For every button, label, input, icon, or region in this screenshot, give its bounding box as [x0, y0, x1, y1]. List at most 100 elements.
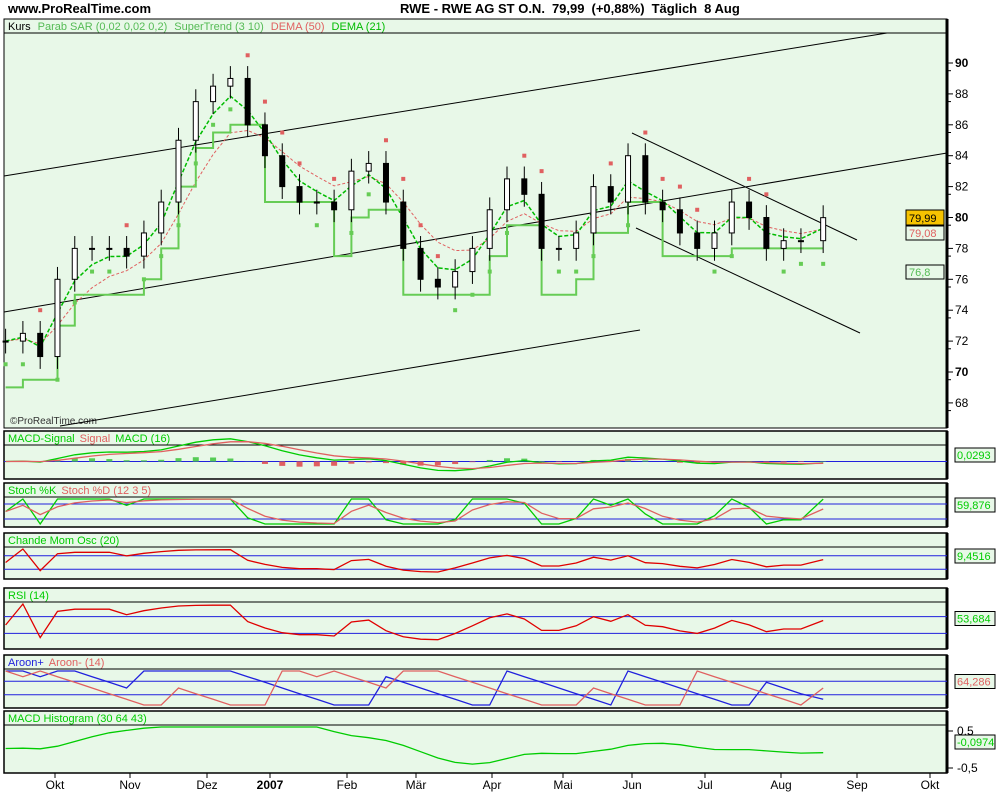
- candle-body: [625, 155, 632, 203]
- candle-body: [89, 247, 96, 250]
- dema50-value: 79,08: [909, 228, 937, 240]
- downtrend-upper-line: [631, 132, 858, 241]
- sar-dot: [211, 122, 216, 127]
- candle: [175, 127, 182, 228]
- last-price-value: 79,99: [909, 213, 937, 225]
- price-tick-label: 76: [955, 272, 969, 286]
- aroon-panel[interactable]: Aroon+ Aroon- (14) 64,286: [3, 654, 996, 709]
- price-change: (+0,88%): [591, 1, 644, 16]
- macd-panel-frame: [3, 430, 948, 480]
- candle-body: [728, 201, 735, 234]
- candle-body: [244, 77, 251, 126]
- downtrend-lower-line: [635, 227, 861, 334]
- date: 8 Aug: [704, 1, 740, 16]
- price-tick-label: 72: [955, 334, 969, 348]
- candle-body: [313, 201, 320, 204]
- candle-body: [210, 85, 217, 103]
- candle: [348, 158, 355, 235]
- aroon-legend-label: Aroon- (14): [49, 657, 105, 669]
- hist-tick-label: -0,5: [957, 761, 978, 775]
- macd-bar: [365, 461, 372, 463]
- rsi-value-box: [954, 611, 996, 626]
- candle-body: [279, 155, 286, 188]
- stoch-panel[interactable]: Stoch %K Stoch %D (12 3 5) 59,876: [3, 482, 996, 528]
- legend-sar: Parab SAR (0,02 0,02 0,2): [38, 21, 168, 33]
- candle-body: [797, 240, 804, 243]
- hist-legend-label: MACD Histogram (30 64 43): [8, 713, 147, 725]
- candle: [711, 220, 718, 274]
- candle-body: [2, 340, 9, 343]
- candle: [607, 161, 614, 215]
- macd-bar: [89, 458, 96, 462]
- macd-bar: [607, 460, 614, 462]
- candle: [227, 66, 234, 112]
- stoch-value: 59,876: [957, 500, 991, 512]
- chande-panel[interactable]: Chande Mom Osc (20) 9,4516: [3, 532, 996, 580]
- macd-panel[interactable]: MACD-Signal Signal MACD (16) 0,0293: [3, 430, 996, 480]
- sar-dot: [574, 269, 579, 274]
- macd-bar: [434, 461, 441, 466]
- stoch-series-line-1: [5, 498, 824, 525]
- sar-dot: [245, 53, 250, 58]
- candle-body: [607, 186, 614, 203]
- candle: [261, 99, 268, 169]
- candle: [538, 169, 545, 261]
- sar-dot: [781, 269, 786, 274]
- sar-dot: [487, 269, 492, 274]
- price-tick-label: 88: [955, 87, 969, 101]
- dema50-value-box: [905, 225, 945, 241]
- price-value-boxes: 76,8 79,08 79,99: [905, 209, 945, 280]
- candle: [504, 166, 511, 235]
- candle: [400, 176, 407, 261]
- chande-legend-label: Chande Mom Osc (20): [8, 535, 119, 547]
- candle-body: [365, 162, 372, 172]
- candle: [37, 308, 44, 369]
- time-tick-label: Okt: [921, 778, 940, 792]
- hist-value: -0,0974: [957, 737, 994, 749]
- candle-body: [296, 186, 303, 203]
- macd-value-box: [954, 447, 996, 463]
- candle-body: [504, 178, 511, 211]
- macd-bar: [400, 461, 407, 465]
- time-tick-label: Jul: [697, 778, 712, 792]
- sar-dot: [505, 230, 510, 235]
- stoch-series-line-0: [5, 498, 824, 526]
- candle-body: [192, 101, 199, 141]
- candle: [2, 328, 9, 367]
- candle-body: [486, 209, 493, 249]
- candle-body: [123, 247, 130, 257]
- sar-dot: [228, 107, 233, 112]
- time-tick-label: Feb: [337, 778, 358, 792]
- macd-bar: [279, 461, 286, 466]
- rsi-panel[interactable]: RSI (14) 53,684: [3, 587, 996, 650]
- candle: [469, 236, 476, 297]
- candle: [417, 223, 424, 292]
- candle: [642, 130, 649, 215]
- macd-bar: [175, 458, 182, 462]
- sar-dot: [262, 99, 267, 104]
- candle: [763, 192, 770, 261]
- sar-dot: [314, 223, 319, 228]
- stoch-value-box: [954, 497, 996, 513]
- candle: [279, 130, 286, 199]
- sar-dot: [297, 161, 302, 166]
- sar-dot: [539, 169, 544, 174]
- price-panel[interactable]: [3, 18, 948, 429]
- price-tick-label: 84: [955, 149, 969, 163]
- macd-bar: [106, 459, 113, 462]
- aroon-value-box: [954, 674, 996, 689]
- hist-panel[interactable]: MACD Histogram (30 64 43)0,5-0,5-0,0974: [3, 710, 996, 775]
- candle: [780, 228, 787, 274]
- sar-dot: [176, 223, 181, 228]
- candle-body: [37, 332, 44, 358]
- legend-dema21: DEMA (21): [332, 21, 386, 33]
- candle: [625, 143, 632, 228]
- hist-value-box: [954, 734, 996, 750]
- sar-dot: [643, 130, 648, 135]
- macd-bar: [140, 460, 147, 462]
- sar-dot: [401, 176, 406, 181]
- candle-body: [555, 247, 562, 250]
- candle: [210, 73, 217, 127]
- last-price-box: [905, 209, 945, 226]
- macd-bar: [71, 458, 78, 462]
